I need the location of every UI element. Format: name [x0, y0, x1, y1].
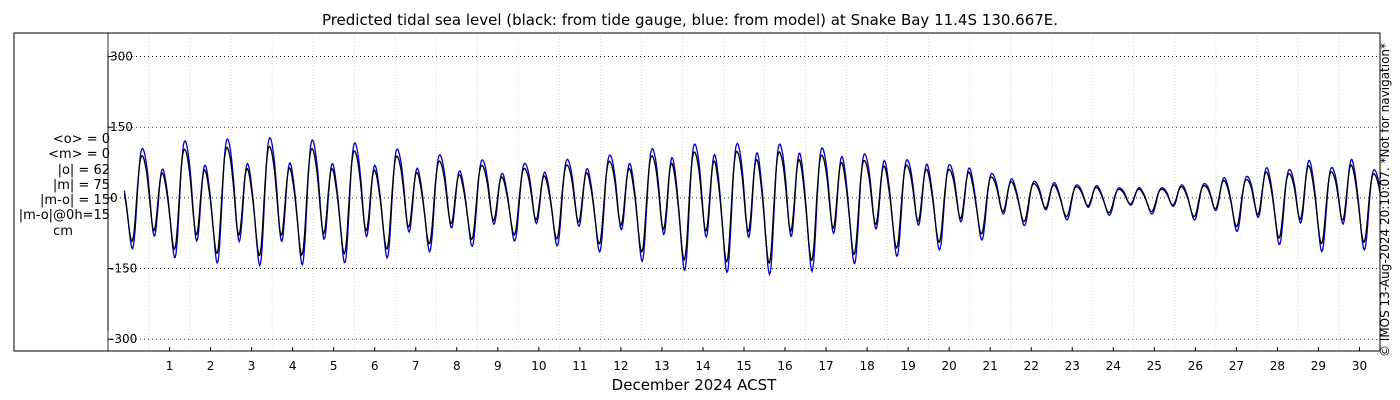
x-tick-label: 24 — [1106, 359, 1121, 373]
x-tick-label: 10 — [531, 359, 546, 373]
stat-abs-model: |m| = 75 — [52, 177, 110, 193]
x-tick-label: 9 — [494, 359, 502, 373]
x-tick-label: 2 — [207, 359, 215, 373]
x-tick-label: 4 — [289, 359, 297, 373]
x-tick-label: 13 — [654, 359, 669, 373]
x-tick-label: 8 — [453, 359, 461, 373]
x-tick-label: 11 — [572, 359, 587, 373]
stat-abs-obs: |o| = 62 — [57, 162, 110, 178]
x-tick-label: 17 — [818, 359, 833, 373]
series-gauge-line — [123, 145, 1381, 264]
x-tick-label: 20 — [942, 359, 957, 373]
x-tick-label: 14 — [695, 359, 710, 373]
x-tick-label: 1 — [166, 359, 174, 373]
x-tick-label: 27 — [1229, 359, 1244, 373]
x-tick-label: 19 — [900, 359, 915, 373]
y-tick-label: 150 — [110, 120, 133, 134]
stat-mean-obs: <o> = 0 — [52, 132, 110, 147]
x-tick-label: 28 — [1270, 359, 1285, 373]
x-tick-label: 15 — [736, 359, 751, 373]
x-tick-label: 25 — [1147, 359, 1162, 373]
x-tick-label: 5 — [330, 359, 338, 373]
x-ticks: 1 2 3 4 5 6 7 8 9 10 11 12 13 14 15 16 17 18 19 20 21 22 23 24 2… — [166, 347, 1367, 373]
x-tick-label: 3 — [248, 359, 256, 373]
x-tick-label: 23 — [1065, 359, 1080, 373]
copyright-note: © IMOS 13-Aug-2024 20:10:07. *Not for na… — [1378, 42, 1392, 358]
y-ticks: -300 -150 0 150 300 — [108, 50, 137, 346]
x-tick-label: 12 — [613, 359, 628, 373]
stat-abs-diff-0h: |m-o|@0h=15 — [18, 208, 110, 224]
x-tick-label: 21 — [983, 359, 998, 373]
x-tick-label: 6 — [371, 359, 379, 373]
series-layer — [123, 136, 1381, 277]
stat-abs-diff: |m-o| = 15 — [39, 193, 110, 209]
y-tick-label: -150 — [110, 262, 137, 276]
stat-mean-model: <m> = 0 — [48, 147, 110, 163]
chart-title: Predicted tidal sea level (black: from t… — [322, 11, 1058, 29]
x-tick-label: 16 — [777, 359, 792, 373]
x-tick-label: 7 — [412, 359, 420, 373]
y-tick-label: 0 — [110, 191, 118, 205]
y-tick-label: 300 — [110, 50, 133, 64]
x-tick-label: 30 — [1352, 359, 1367, 373]
x-tick-label: 29 — [1311, 359, 1326, 373]
x-axis-label: December 2024 ACST — [612, 376, 777, 394]
outer-frame — [13, 32, 1381, 352]
x-tick-label: 26 — [1188, 359, 1203, 373]
x-tick-label: 22 — [1024, 359, 1039, 373]
stat-unit: cm — [53, 223, 73, 239]
statistics-panel: <o> = 0 <m> = 0 |o| = 62 |m| = 75 |m-o| … — [10, 132, 110, 239]
y-tick-label: -300 — [110, 332, 137, 346]
x-tick-label: 18 — [859, 359, 874, 373]
